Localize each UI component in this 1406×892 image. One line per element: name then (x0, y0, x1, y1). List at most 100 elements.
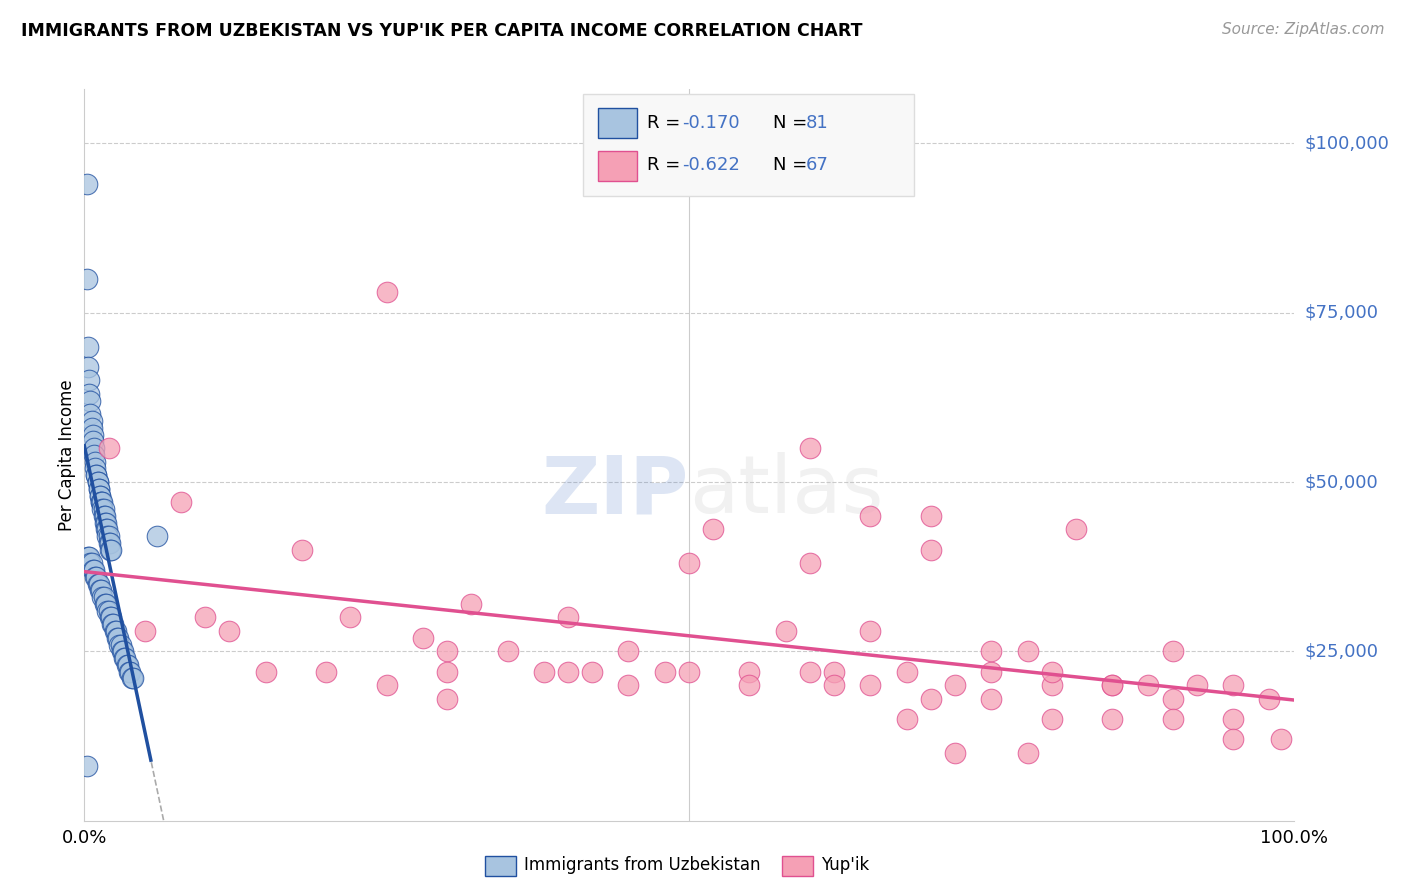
Point (375, 285, 398, 300)
Point (91, 590, 114, 604)
Text: Immigrants from Uzbekistan: Immigrants from Uzbekistan (524, 856, 761, 874)
Point (1270, 732, 1292, 747)
Point (94, 597, 117, 611)
Point (77, 387, 100, 401)
Point (79, 393, 101, 408)
Text: R =: R = (647, 114, 686, 132)
Point (93, 508, 115, 523)
Point (103, 617, 125, 632)
Point (823, 678, 845, 692)
Point (82, 563, 104, 577)
Point (738, 678, 761, 692)
Point (291, 542, 314, 557)
Text: $100,000: $100,000 (1305, 135, 1389, 153)
Point (84, 570, 107, 584)
Point (1017, 644, 1039, 658)
Point (96, 529, 118, 543)
Point (436, 665, 458, 679)
Point (980, 665, 1002, 679)
Point (100, 610, 122, 624)
Point (94, 516, 117, 530)
Point (702, 523, 724, 537)
Point (115, 657, 138, 672)
Point (496, 644, 519, 658)
Text: N =: N = (773, 114, 813, 132)
Point (799, 665, 821, 679)
Point (77, 549, 100, 564)
Point (89, 583, 111, 598)
Point (94, 508, 117, 523)
Point (120, 665, 142, 679)
Point (94, 516, 117, 530)
Point (105, 631, 128, 645)
Point (83, 563, 105, 577)
Point (654, 665, 676, 679)
Point (617, 644, 640, 658)
Point (98, 536, 121, 550)
Point (896, 665, 918, 679)
Point (86, 475, 108, 489)
Point (533, 665, 555, 679)
Point (91, 495, 114, 509)
Point (86, 475, 108, 489)
Point (83, 441, 105, 455)
Point (91, 502, 114, 516)
Text: Source: ZipAtlas.com: Source: ZipAtlas.com (1222, 22, 1385, 37)
Point (97, 536, 120, 550)
Point (121, 672, 143, 686)
Point (94, 523, 117, 537)
Point (375, 678, 398, 692)
Text: R =: R = (647, 156, 686, 174)
Point (980, 644, 1002, 658)
Point (943, 678, 966, 692)
Point (1101, 678, 1123, 692)
Point (118, 665, 141, 679)
Point (1101, 712, 1123, 726)
Point (1222, 678, 1244, 692)
Point (104, 624, 127, 638)
Point (859, 678, 882, 692)
Text: atlas: atlas (689, 452, 883, 531)
Point (194, 610, 217, 624)
Point (134, 624, 156, 638)
Point (93, 590, 115, 604)
Point (859, 508, 882, 523)
Point (97, 604, 120, 618)
Point (100, 542, 122, 557)
Point (617, 678, 640, 692)
Point (90, 495, 112, 509)
Point (1040, 712, 1063, 726)
Point (920, 542, 942, 557)
Point (121, 672, 143, 686)
Text: IMMIGRANTS FROM UZBEKISTAN VS YUP'IK PER CAPITA INCOME CORRELATION CHART: IMMIGRANTS FROM UZBEKISTAN VS YUP'IK PER… (21, 22, 863, 40)
Point (1040, 665, 1063, 679)
Point (86, 468, 108, 483)
Point (1161, 712, 1184, 726)
Point (117, 657, 139, 672)
Point (94, 597, 117, 611)
Point (96, 604, 118, 618)
Point (218, 624, 240, 638)
Point (86, 468, 108, 483)
Point (1222, 732, 1244, 747)
Text: ZIP: ZIP (541, 452, 689, 531)
Point (339, 610, 361, 624)
Point (859, 624, 882, 638)
Point (170, 495, 193, 509)
Point (87, 482, 110, 496)
Point (86, 570, 108, 584)
Point (96, 523, 118, 537)
Point (83, 448, 105, 462)
Point (436, 691, 458, 706)
Point (77, 340, 100, 354)
Point (79, 556, 101, 570)
Point (112, 644, 135, 658)
Point (557, 610, 579, 624)
Point (107, 631, 129, 645)
Point (1064, 523, 1087, 537)
Point (87, 482, 110, 496)
Point (101, 617, 124, 632)
Text: -0.170: -0.170 (682, 114, 740, 132)
Point (146, 529, 169, 543)
Point (1222, 712, 1244, 726)
